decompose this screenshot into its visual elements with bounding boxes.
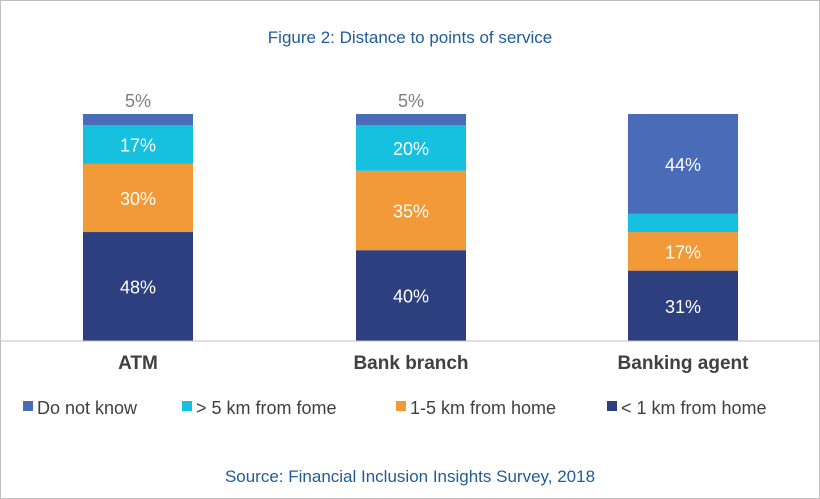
- bar-atm-1-km-from-home: [83, 232, 193, 341]
- bar-banking-agent-1-5-km-from-home: [628, 232, 738, 271]
- data-label: 31%: [665, 297, 701, 317]
- bar-atm-do-not-know: [83, 114, 193, 126]
- bar-banking-agent-do-not-know: [628, 114, 738, 214]
- bar-bank-branch-5-km-from-fome: [356, 125, 466, 171]
- legend-label: < 1 km from home: [621, 398, 767, 418]
- data-label: 5%: [125, 91, 151, 111]
- data-label: 30%: [120, 189, 156, 209]
- category-label: ATM: [118, 353, 158, 374]
- legend-swatch: [607, 401, 617, 411]
- bar-atm-1-5-km-from-home: [83, 163, 193, 233]
- data-label: 5%: [398, 91, 424, 111]
- data-label: 17%: [665, 242, 701, 262]
- data-label: 17%: [120, 136, 156, 156]
- category-label: Bank branch: [353, 353, 468, 374]
- chart-title: Figure 2: Distance to points of service: [268, 28, 552, 47]
- bar-bank-branch-1-5-km-from-home: [356, 170, 466, 251]
- data-label: 35%: [393, 201, 429, 221]
- bar-banking-agent-1-km-from-home: [628, 270, 738, 341]
- source-note: Source: Financial Inclusion Insights Sur…: [225, 467, 595, 486]
- legend-label: > 5 km from fome: [196, 398, 337, 418]
- category-labels: ATM Bank branch Banking agent: [118, 353, 749, 374]
- bar-atm-5-km-from-fome: [83, 125, 193, 164]
- legend-label: 1-5 km from home: [410, 398, 556, 418]
- legend-swatch: [396, 401, 406, 411]
- legend-label: Do not know: [37, 398, 138, 418]
- bar-bank-branch-do-not-know: [356, 114, 466, 126]
- data-label: 40%: [393, 287, 429, 307]
- bar-banking-agent-5-km-from-fome: [628, 213, 738, 233]
- bars-group: 48%30%17%5%40%35%20%5%31%17%8%44%: [83, 91, 738, 341]
- legend-swatch: [182, 401, 192, 411]
- data-label: 44%: [665, 155, 701, 175]
- bar-bank-branch-1-km-from-home: [356, 250, 466, 341]
- data-label: 48%: [120, 278, 156, 298]
- legend-swatch: [23, 401, 33, 411]
- data-label: 20%: [393, 139, 429, 159]
- legend: Do not know > 5 km from fome 1-5 km from h…: [23, 398, 767, 418]
- category-label: Banking agent: [618, 353, 750, 374]
